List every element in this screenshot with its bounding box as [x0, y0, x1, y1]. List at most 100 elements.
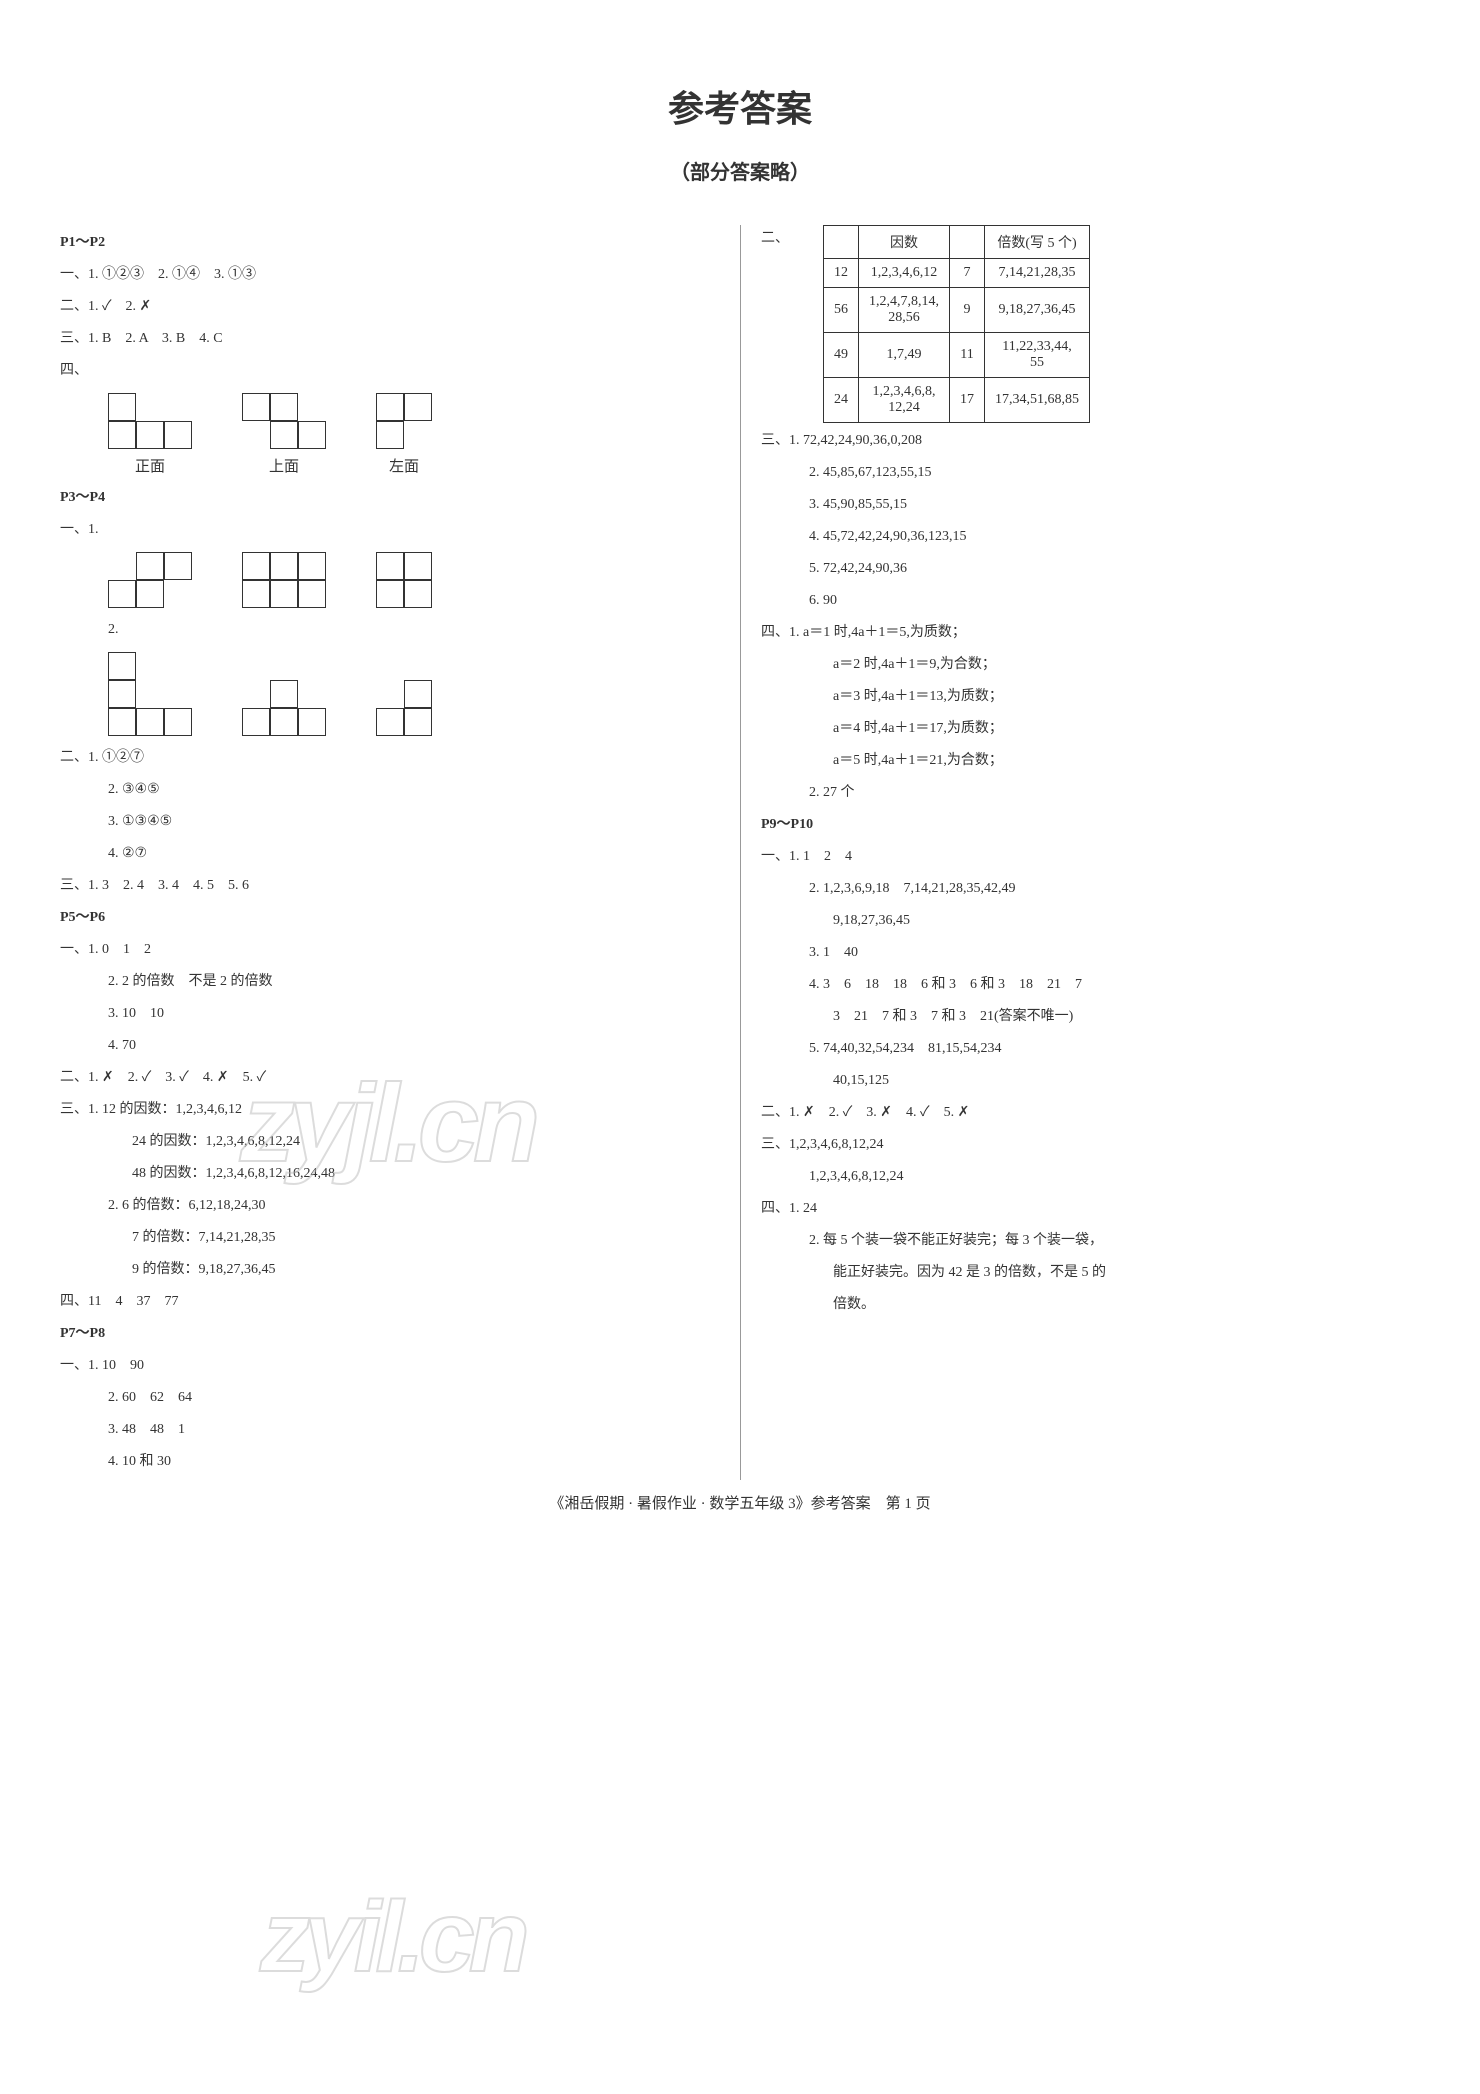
- answer-line: 4. 3 6 18 18 6 和 3 6 和 3 18 21 7: [761, 971, 1400, 999]
- answer-line: 40,15,125: [761, 1067, 1400, 1095]
- page-footer: 《湘岳假期 · 暑假作业 · 数学五年级 3》参考答案 第 1 页: [60, 1492, 1420, 1513]
- grid-shape: [376, 393, 432, 449]
- answer-line: 2. 45,85,67,123,55,15: [761, 459, 1400, 487]
- shapes-row-p3p4-2: [108, 652, 720, 736]
- grid-cell: [108, 580, 136, 608]
- grid-cell: [164, 652, 192, 680]
- table-cell: 1,2,4,7,8,14, 28,56: [859, 288, 950, 333]
- grid-cell: [164, 393, 192, 421]
- answer-line: 能正好装完。因为 42 是 3 的倍数，不是 5 的: [761, 1259, 1400, 1287]
- grid-cell: [298, 393, 326, 421]
- grid-cell: [242, 552, 270, 580]
- answer-line: 1,2,3,4,6,8,12,24: [761, 1163, 1400, 1191]
- answer-line: 48 的因数：1,2,3,4,6,8,12,16,24,48: [60, 1160, 720, 1188]
- answer-line: 四、1. a＝1 时,4a＋1＝5,为质数；: [761, 619, 1400, 647]
- grid-shape: [376, 552, 432, 608]
- grid-cell: [136, 652, 164, 680]
- page: 参考答案 （部分答案略） P1～P2 一、1. ①②③ 2. ①④ 3. ①③ …: [0, 0, 1480, 1553]
- answer-line: 三、1,2,3,4,6,8,12,24: [761, 1131, 1400, 1159]
- shape-label: 左面: [389, 455, 419, 476]
- answer-line: a＝4 时,4a＋1＝17,为质数；: [761, 715, 1400, 743]
- grid-cell: [108, 708, 136, 736]
- label-two: 二、: [761, 225, 789, 253]
- factor-table: 因数倍数(写 5 个)121,2,3,4,6,1277,14,21,28,355…: [823, 225, 1090, 423]
- table-cell: 24: [824, 378, 859, 423]
- answer-line: 四、11 4 37 77: [60, 1288, 720, 1316]
- grid-shape: [108, 652, 192, 736]
- grid-cell: [404, 393, 432, 421]
- grid-shape: [242, 680, 326, 736]
- table-cell: 9: [950, 288, 985, 333]
- grid-cell: [108, 552, 136, 580]
- answer-line: a＝5 时,4a＋1＝21,为合数；: [761, 747, 1400, 775]
- answer-line: 2. 每 5 个装一袋不能正好装完；每 3 个装一袋，: [761, 1227, 1400, 1255]
- grid-shape: [108, 552, 192, 608]
- section-header-p1p2: P1～P2: [60, 229, 720, 257]
- answer-line: 一、1. 10 90: [60, 1352, 720, 1380]
- grid-cell: [164, 421, 192, 449]
- table-cell: 17: [950, 378, 985, 423]
- grid-cell: [242, 393, 270, 421]
- answer-line: 24 的因数：1,2,3,4,6,8,12,24: [60, 1128, 720, 1156]
- answer-line: 二、1. ✗ 2. ✓ 3. ✓ 4. ✗ 5. ✓: [60, 1064, 720, 1092]
- grid-cell: [404, 421, 432, 449]
- answer-line: 3. 48 48 1: [60, 1416, 720, 1444]
- table-row: 491,7,491111,22,33,44, 55: [824, 333, 1090, 378]
- right-column: 二、 因数倍数(写 5 个)121,2,3,4,6,1277,14,21,28,…: [740, 225, 1400, 1480]
- answer-line: 二、1. ✗ 2. ✓ 3. ✗ 4. ✓ 5. ✗: [761, 1099, 1400, 1127]
- answer-line: 2. 27 个: [761, 779, 1400, 807]
- grid-shape: [242, 552, 326, 608]
- label-one-1: 一、1.: [60, 522, 99, 537]
- answer-line: 二、1. ①②⑦: [60, 744, 720, 772]
- grid-shape: [108, 393, 192, 449]
- grid-cell: [164, 708, 192, 736]
- grid-cell: [298, 421, 326, 449]
- answer-line: 3. ①③④⑤: [60, 808, 720, 836]
- grid-cell: [108, 680, 136, 708]
- answer-line: 9,18,27,36,45: [761, 907, 1400, 935]
- answer-line: 一、1. 0 1 2: [60, 936, 720, 964]
- answer-line: 三、1. 12 的因数：1,2,3,4,6,12: [60, 1096, 720, 1124]
- grid-shape: [242, 393, 326, 449]
- grid-cell: [108, 393, 136, 421]
- answer-line: 一、1. 1 2 4: [761, 843, 1400, 871]
- answer-line: 4. 45,72,42,24,90,36,123,15: [761, 523, 1400, 551]
- section-header-p3p4: P3～P4: [60, 484, 720, 512]
- answer-line: 4. ②⑦: [60, 840, 720, 868]
- grid-cell: [270, 580, 298, 608]
- label-one-2: 2.: [108, 622, 119, 637]
- answer-line: 3. 1 40: [761, 939, 1400, 967]
- answer-line: 4. 10 和 30: [60, 1448, 720, 1476]
- answer-line: 四、1. 24: [761, 1195, 1400, 1223]
- content-columns: P1～P2 一、1. ①②③ 2. ①④ 3. ①③ 二、1. ✓ 2. ✗ 三…: [60, 225, 1420, 1480]
- grid-cell: [136, 580, 164, 608]
- page-subtitle: （部分答案略）: [60, 156, 1420, 185]
- left-column: P1～P2 一、1. ①②③ 2. ①④ 3. ①③ 二、1. ✓ 2. ✗ 三…: [60, 225, 720, 1480]
- grid-cell: [108, 652, 136, 680]
- answer-line: 3 21 7 和 3 7 和 3 21(答案不唯一): [761, 1003, 1400, 1031]
- table-header-cell: 倍数(写 5 个): [985, 226, 1090, 259]
- grid-cell: [242, 421, 270, 449]
- table-cell: 17,34,51,68,85: [985, 378, 1090, 423]
- answer-line: 一、1. ①②③ 2. ①④ 3. ①③: [60, 261, 720, 289]
- grid-shape: [376, 680, 432, 736]
- shape-block: 上面: [242, 393, 326, 476]
- shape-block: 正面: [108, 393, 192, 476]
- answer-line: 2.: [60, 616, 720, 644]
- answer-line: a＝3 时,4a＋1＝13,为质数；: [761, 683, 1400, 711]
- shape-block: [108, 552, 192, 608]
- grid-cell: [270, 393, 298, 421]
- watermark-icon: zyil.cn: [260, 1880, 524, 1995]
- grid-cell: [242, 680, 270, 708]
- answer-line: 6. 90: [761, 587, 1400, 615]
- answer-line: 3. 10 10: [60, 1000, 720, 1028]
- label-four: 四、: [60, 357, 88, 385]
- grid-cell: [164, 580, 192, 608]
- table-cell: 1,7,49: [859, 333, 950, 378]
- shape-block: [108, 652, 192, 736]
- table-cell: 7: [950, 259, 985, 288]
- answer-line: 二、1. ✓ 2. ✗: [60, 293, 720, 321]
- grid-cell: [404, 708, 432, 736]
- section-header-p5p6: P5～P6: [60, 904, 720, 932]
- grid-cell: [376, 421, 404, 449]
